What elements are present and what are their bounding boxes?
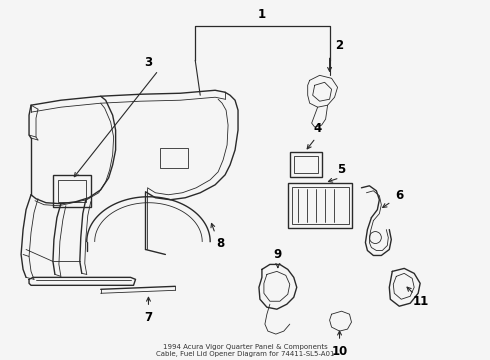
Text: 11: 11	[413, 295, 429, 308]
Text: 2: 2	[336, 39, 343, 52]
Text: 6: 6	[395, 189, 403, 202]
Bar	[160, 148, 188, 168]
Text: 1: 1	[258, 8, 266, 21]
Bar	[290, 152, 321, 177]
Text: 1994 Acura Vigor Quarter Panel & Components
Cable, Fuel Lid Opener Diagram for 7: 1994 Acura Vigor Quarter Panel & Compone…	[156, 344, 334, 357]
Text: 10: 10	[331, 345, 348, 357]
Text: 5: 5	[338, 163, 345, 176]
Text: 9: 9	[274, 248, 282, 261]
Text: 3: 3	[145, 56, 152, 69]
Text: 8: 8	[216, 237, 224, 250]
Text: 7: 7	[145, 311, 152, 324]
Text: 4: 4	[314, 122, 322, 135]
Bar	[292, 187, 348, 224]
Bar	[58, 180, 86, 202]
Bar	[53, 175, 91, 207]
Bar	[288, 183, 352, 228]
Bar	[294, 156, 318, 173]
